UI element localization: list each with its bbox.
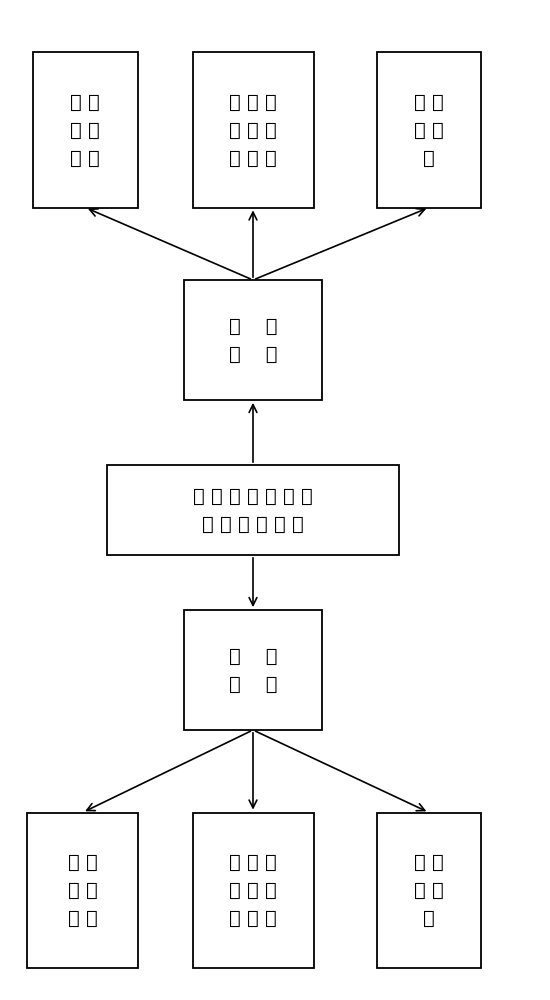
Bar <box>377 52 481 208</box>
Text: 使 用
冗 余
管 路: 使 用 冗 余 管 路 <box>70 93 100 167</box>
Text: 启 动
鼓 风
机: 启 动 鼓 风 机 <box>414 93 444 167</box>
Bar <box>28 812 138 968</box>
Bar <box>33 52 138 208</box>
Bar <box>377 812 481 968</box>
Bar <box>184 610 322 730</box>
Bar <box>192 812 314 968</box>
Text: 控    制
系    统: 控 制 系 统 <box>229 316 277 363</box>
Text: 按 最 大
量 注 射
除 硫 剂: 按 最 大 量 注 射 除 硫 剂 <box>229 852 277 928</box>
Bar <box>107 465 399 555</box>
Text: 增 大 除
硫 剂 的
注 射 量: 增 大 除 硫 剂 的 注 射 量 <box>229 93 277 167</box>
Text: 密 闭 式 钻 井 液 缓
冲 罐 的 出 口 处: 密 闭 式 钻 井 液 缓 冲 罐 的 出 口 处 <box>193 487 313 534</box>
Text: 控    制
系    统: 控 制 系 统 <box>229 647 277 694</box>
Bar <box>184 280 322 400</box>
Text: 使 用
固 控
系 统: 使 用 固 控 系 统 <box>68 852 97 928</box>
Text: 关 闭
鼓 风
机: 关 闭 鼓 风 机 <box>414 852 444 928</box>
Bar <box>192 52 314 208</box>
